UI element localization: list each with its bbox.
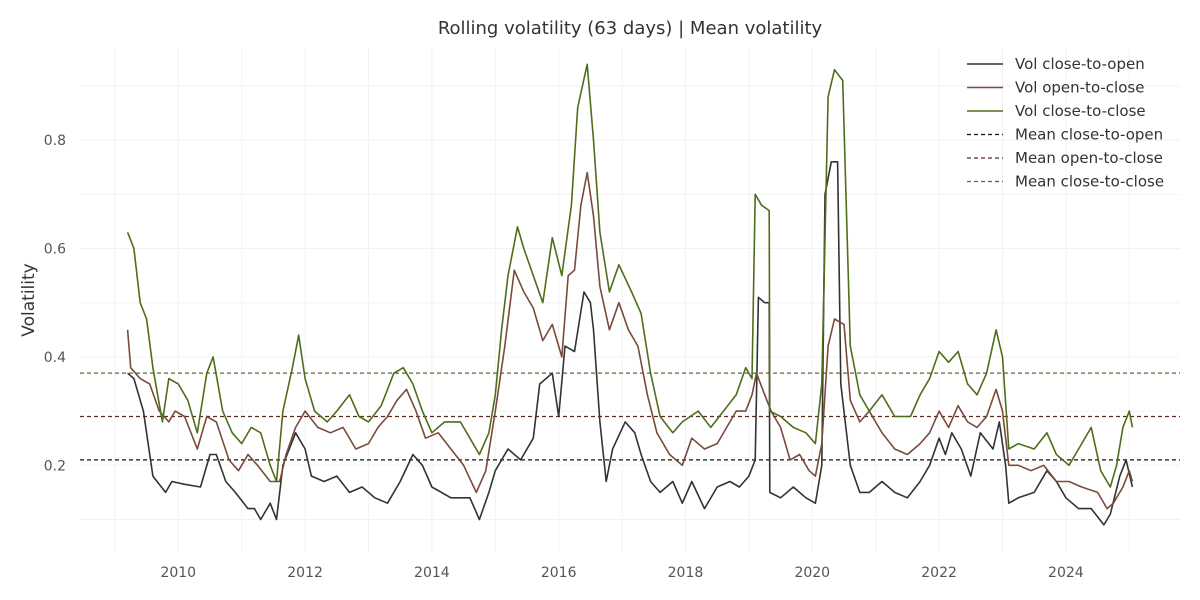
series-lines bbox=[126, 63, 1134, 526]
x-tick-label: 2014 bbox=[414, 565, 450, 581]
x-tick-label: 2024 bbox=[1048, 565, 1084, 581]
legend-item-2: Vol open-to-close bbox=[967, 79, 1144, 97]
chart-title: Rolling volatility (63 days) | Mean vola… bbox=[438, 18, 823, 39]
legend-item-3: Vol close-to-close bbox=[967, 102, 1146, 120]
series-line-2 bbox=[126, 171, 1134, 510]
grid bbox=[80, 48, 1180, 552]
x-tick-label: 2018 bbox=[668, 565, 704, 581]
legend-item-6: Mean close-to-close bbox=[967, 173, 1164, 191]
legend-item-5: Mean open-to-close bbox=[967, 149, 1163, 167]
series-line-1 bbox=[127, 161, 1134, 526]
y-axis-ticks: 0.2 0.4 0.6 0.8 bbox=[44, 133, 66, 474]
y-tick-label: 0.2 bbox=[44, 458, 66, 474]
legend-label: Vol close-to-open bbox=[1015, 55, 1145, 73]
x-tick-label: 2020 bbox=[794, 565, 830, 581]
x-axis-ticks: 2010 2012 2014 2016 2018 2020 2022 2024 bbox=[160, 565, 1083, 581]
series-line-3 bbox=[126, 63, 1134, 488]
y-axis-label: Volatility bbox=[19, 263, 39, 336]
legend-label: Mean close-to-close bbox=[1015, 173, 1164, 191]
legend: Vol close-to-open Vol open-to-close Vol cl… bbox=[967, 55, 1164, 191]
legend-label: Vol open-to-close bbox=[1015, 79, 1144, 97]
legend-label: Mean open-to-close bbox=[1015, 149, 1163, 167]
legend-item-4: Mean close-to-open bbox=[967, 126, 1163, 144]
mean-lines bbox=[80, 372, 1180, 461]
x-tick-label: 2012 bbox=[287, 565, 323, 581]
y-tick-label: 0.6 bbox=[44, 242, 66, 258]
y-tick-label: 0.8 bbox=[44, 133, 66, 149]
x-tick-label: 2016 bbox=[541, 565, 577, 581]
legend-label: Mean close-to-open bbox=[1015, 126, 1163, 144]
x-tick-label: 2022 bbox=[921, 565, 957, 581]
legend-label: Vol close-to-close bbox=[1015, 102, 1146, 120]
x-tick-label: 2010 bbox=[160, 565, 196, 581]
legend-item-1: Vol close-to-open bbox=[967, 55, 1145, 73]
y-tick-label: 0.4 bbox=[44, 350, 66, 366]
